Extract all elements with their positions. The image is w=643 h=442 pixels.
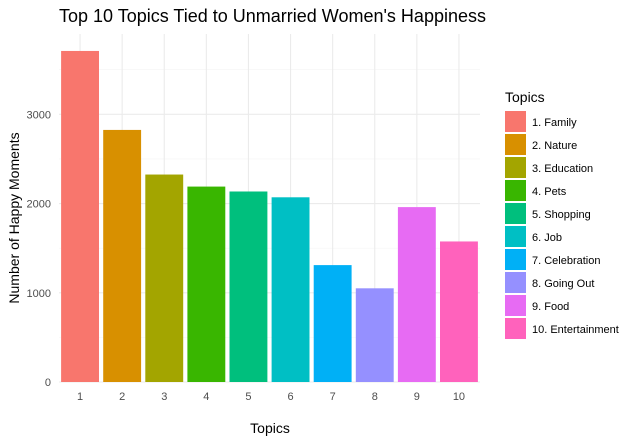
bar-topic-1	[61, 50, 99, 382]
legend-label: 10. Entertainment	[532, 324, 619, 336]
legend-swatch	[505, 272, 526, 293]
x-tick-label: 8	[372, 391, 378, 403]
legend-item: 1. Family	[505, 111, 577, 132]
legend-item: 4. Pets	[505, 180, 567, 201]
bar-topic-2	[103, 129, 142, 382]
bar-topic-8	[355, 288, 394, 382]
legend-label: 2. Nature	[532, 140, 577, 152]
y-tick-label: 1000	[27, 288, 51, 300]
legend-item: 5. Shopping	[505, 203, 591, 224]
legend-item: 7. Celebration	[505, 249, 601, 270]
y-tick-label: 0	[45, 377, 51, 389]
x-tick-label: 5	[245, 391, 251, 403]
chart-title: Top 10 Topics Tied to Unmarried Women's …	[59, 6, 486, 26]
legend-swatch	[505, 180, 526, 201]
x-tick-label: 10	[453, 391, 465, 403]
legend-item: 6. Job	[505, 226, 562, 247]
legend-swatch	[505, 249, 526, 270]
x-tick-label: 3	[161, 391, 167, 403]
legend-label: 6. Job	[532, 232, 562, 244]
x-tick-label: 4	[203, 391, 209, 403]
legend-item: 3. Education	[505, 157, 593, 178]
x-tick-label: 1	[77, 391, 83, 403]
x-axis-ticks: 1 2 3 4 5 6 7 8 9 10	[77, 391, 465, 403]
legend-swatch	[505, 226, 526, 247]
x-tick-label: 9	[414, 391, 420, 403]
x-axis-title: Topics	[250, 420, 290, 436]
legend-swatch	[505, 111, 526, 132]
legend-label: 4. Pets	[532, 186, 567, 198]
legend-swatch	[505, 203, 526, 224]
plot-area	[59, 34, 480, 383]
bar-topic-10	[440, 241, 478, 382]
x-tick-label: 2	[119, 391, 125, 403]
y-tick-label: 3000	[27, 109, 51, 121]
legend-title: Topics	[505, 89, 545, 105]
legend-item: 8. Going Out	[505, 272, 594, 293]
legend-label: 9. Food	[532, 301, 569, 313]
x-tick-label: 6	[287, 391, 293, 403]
bar-topic-4	[187, 186, 226, 382]
legend-swatch	[505, 134, 526, 155]
legend-swatch	[505, 295, 526, 316]
bar-topic-5	[229, 191, 268, 382]
legend-label: 3. Education	[532, 163, 593, 175]
bar-topic-7	[313, 265, 352, 382]
y-tick-label: 2000	[27, 199, 51, 211]
bar-topic-3	[145, 174, 184, 382]
legend: Topics 1. Family 2. Nature 3. Education 4. …	[505, 89, 619, 339]
y-axis-ticks: 0 1000 2000 3000	[27, 109, 51, 389]
legend-label: 8. Going Out	[532, 278, 594, 290]
legend-item: 10. Entertainment	[505, 318, 619, 339]
legend-label: 1. Family	[532, 117, 577, 129]
legend-item: 9. Food	[505, 295, 569, 316]
bar-topic-6	[271, 197, 310, 382]
legend-items: 1. Family 2. Nature 3. Education 4. Pets 5. …	[505, 111, 619, 339]
bar-topic-9	[397, 207, 436, 382]
legend-label: 7. Celebration	[532, 255, 601, 267]
bars	[61, 50, 478, 382]
legend-label: 5. Shopping	[532, 209, 591, 221]
x-tick-label: 7	[330, 391, 336, 403]
y-axis-title: Number of Happy Moments	[6, 132, 22, 303]
legend-swatch	[505, 318, 526, 339]
legend-item: 2. Nature	[505, 134, 577, 155]
legend-swatch	[505, 157, 526, 178]
